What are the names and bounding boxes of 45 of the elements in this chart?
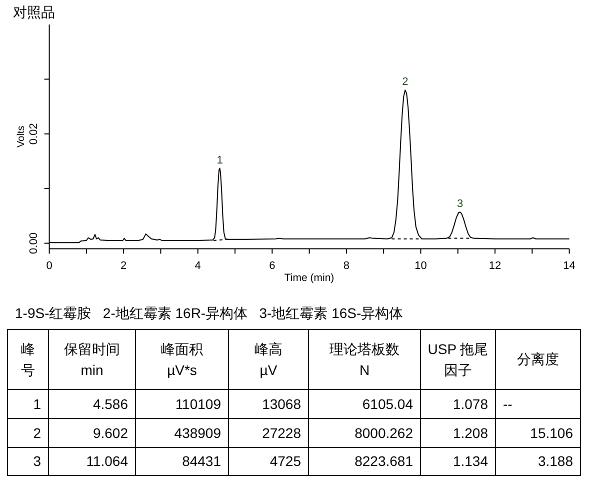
- annotation: 1: [216, 154, 223, 166]
- y-tick-label: 0.02: [28, 123, 40, 145]
- text: 1: [8, 390, 48, 418]
- text: 8000.262: [308, 418, 420, 448]
- text: 4725: [228, 448, 308, 476]
- x-tick-label: 8: [343, 260, 350, 272]
- text: 84431: [136, 448, 228, 476]
- text: 1.208: [420, 418, 496, 448]
- annotation: 2: [402, 76, 408, 88]
- text: 分离度: [517, 350, 559, 370]
- text: 峰高 µV: [254, 340, 282, 380]
- text: 1-9S-红霉胺 2-地红霉素 16R-异构体 3-地红霉素 16S-异构体: [15, 305, 404, 321]
- text: 15.106: [496, 418, 580, 448]
- text: 27228: [228, 418, 308, 448]
- y-axis-title: Volts: [16, 126, 27, 148]
- x-tick-label: 4: [194, 260, 201, 272]
- x-tick-label: 12: [488, 260, 502, 272]
- text: 11.064: [48, 448, 136, 476]
- text: 保留时间 min: [64, 340, 120, 380]
- text: 1.078: [420, 390, 496, 418]
- text: 3: [8, 448, 48, 476]
- text: USP 拖尾因子: [426, 340, 490, 380]
- text: 4.586: [48, 390, 136, 418]
- x-tick-label: 6: [269, 260, 276, 272]
- text: 110109: [136, 390, 228, 418]
- text: --: [496, 390, 580, 418]
- text: 3.188: [496, 448, 580, 476]
- text: 9.602: [48, 418, 136, 448]
- text: 438909: [136, 418, 228, 448]
- x-tick-label: 14: [563, 260, 576, 272]
- text: 13068: [228, 390, 308, 418]
- x-tick-label: 0: [46, 260, 52, 272]
- x-axis-title: Time (min): [284, 272, 334, 284]
- text: 1.134: [420, 448, 496, 476]
- text: 8223.681: [308, 448, 420, 476]
- text: 理论塔板数 N: [330, 340, 400, 380]
- annotation: 3: [457, 198, 464, 210]
- y-tick-label: 0.00: [28, 232, 40, 254]
- text: 峰面积 µV*s: [161, 340, 203, 380]
- chart-title: 对照品: [13, 4, 55, 20]
- text: 6105.04: [308, 390, 420, 418]
- text: 峰号: [20, 340, 36, 380]
- x-tick-label: 2: [120, 260, 127, 272]
- x-tick-label: 10: [414, 260, 427, 272]
- text: 2: [8, 418, 48, 448]
